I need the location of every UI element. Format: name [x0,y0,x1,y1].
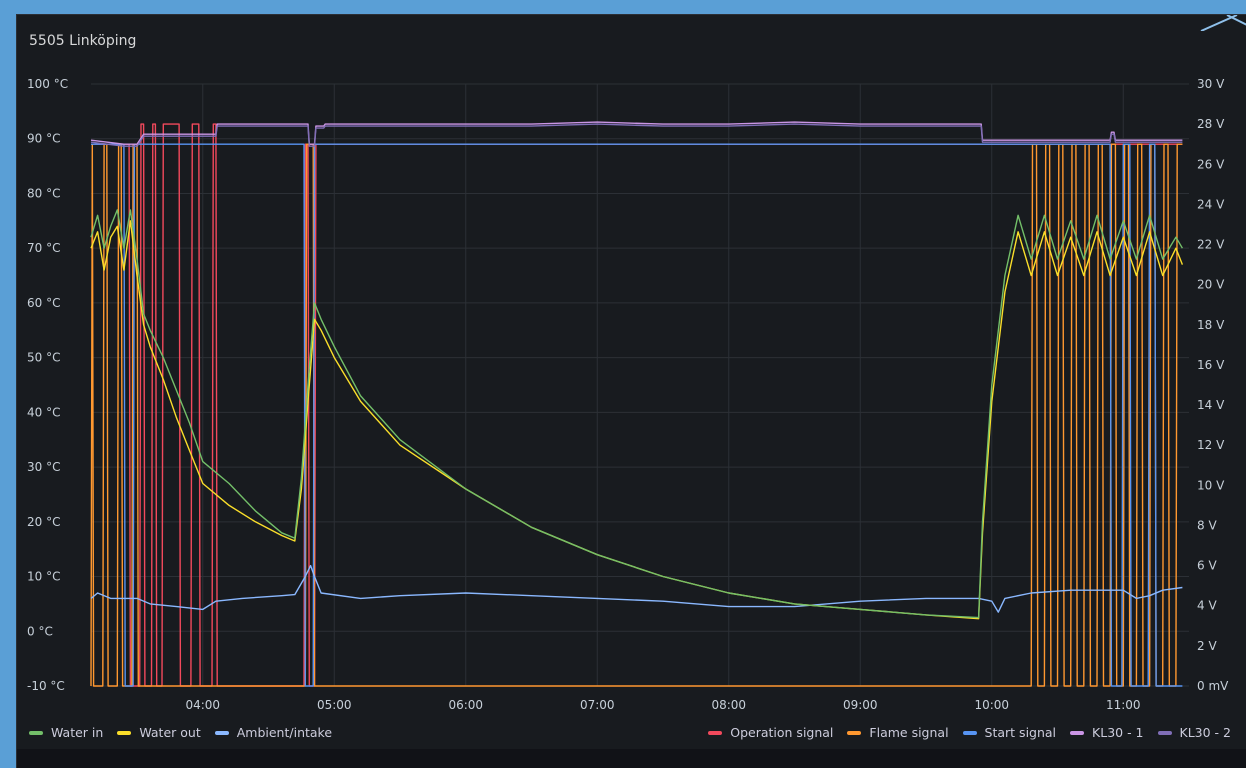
panel-title[interactable]: 5505 Linköping [29,33,137,49]
legend-item-water-out[interactable]: Water out [117,725,201,740]
y-left-tick-label: 40 °C [27,405,60,419]
legend-label: Ambient/intake [236,725,333,740]
panel-footer [17,749,1246,768]
x-tick-label: 09:00 [843,698,878,712]
legend-item-flame-signal[interactable]: Flame signal [847,725,949,740]
y-left-tick-label: 50 °C [27,351,60,365]
legend-label: KL30 - 2 [1179,725,1231,740]
legend-label: Operation signal [730,725,834,740]
legend-swatch [708,730,723,735]
legend-swatch [214,730,229,735]
y-right-tick-label: 8 V [1197,518,1217,532]
x-tick-label: 06:00 [448,698,483,712]
y-right-tick-label: 10 V [1197,478,1225,492]
legend-right-group: Operation signal Flame signal Start signal… [708,725,1245,740]
y-left-tick-label: 80 °C [27,186,60,200]
legend-item-start-signal[interactable]: Start signal [962,725,1057,740]
legend-swatch [29,730,43,735]
y-left-tick-label: -10 °C [27,679,65,693]
legend-label: Start signal [984,725,1057,740]
y-right-tick-label: 12 V [1197,438,1225,452]
y-right-tick-label: 20 V [1197,278,1225,292]
y-right-tick-label: 26 V [1197,157,1225,171]
y-right-tick-label: 4 V [1197,599,1217,613]
legend-label: Water in [51,725,104,740]
x-tick-label: 07:00 [580,698,615,712]
x-tick-label: 11:00 [1106,698,1141,712]
legend-item-kl30-1[interactable]: KL30 - 1 [1070,725,1144,740]
y-right-tick-label: 18 V [1197,318,1225,332]
panel-corner-decoration [1200,15,1246,31]
legend-swatch [1157,730,1172,735]
y-left-tick-label: 60 °C [27,296,60,310]
time-series-chart[interactable]: 100 °C 90 °C 80 °C 70 °C 60 °C 50 °C 40 °C 30 °… [17,15,1246,715]
legend-label: Water out [139,725,201,740]
y-right-tick-label: 6 V [1197,559,1217,573]
y-right-tick-label: 14 V [1197,398,1225,412]
series-line-water-out [90,220,1184,620]
x-tick-label: 10:00 [974,698,1009,712]
series-line-kl30-2 [90,123,1183,147]
legend-label: Flame signal [869,725,949,740]
y-left-tick-label: 10 °C [27,570,60,584]
x-tick-label: 08:00 [711,698,746,712]
legend-item-kl30-2[interactable]: KL30 - 2 [1157,725,1231,740]
y-left-tick-label: 90 °C [27,132,60,146]
legend-swatch [962,730,977,735]
y-left-tick-label: 70 °C [27,241,60,255]
legend-left-group: Water in Water out Ambient/intake [29,725,346,740]
y-left-tick-label: 0 °C [27,624,53,638]
legend-item-water-in[interactable]: Water in [29,725,103,740]
series-line-water-in [90,209,1184,619]
y-right-tick-label: 0 mV [1197,679,1229,693]
series-line-operation-signal [91,123,1183,687]
graph-panel: 5505 Linköping 100 °C 90 °C 80 °C 70 °C 60 °… [16,14,1246,768]
y-left-tick-label: 100 °C [27,77,68,91]
series-line-start-signal [91,143,1183,687]
x-tick-label: 05:00 [317,698,352,712]
legend-item-ambient-intake[interactable]: Ambient/intake [214,725,333,740]
legend-swatch [117,730,132,735]
y-left-tick-label: 20 °C [27,515,60,529]
legend-swatch [847,730,862,735]
legend-item-operation-signal[interactable]: Operation signal [708,725,833,740]
x-tick-label: 04:00 [185,698,220,712]
legend-swatch [1070,730,1085,735]
legend-label: KL30 - 1 [1092,725,1144,740]
y-right-tick-label: 30 V [1197,77,1225,91]
y-right-tick-label: 16 V [1197,358,1225,372]
chart-legend: Water in Water out Ambient/intake Operatio… [17,721,1246,745]
series-line-ambient-intake [90,564,1183,613]
y-left-tick-label: 30 °C [27,460,60,474]
y-right-tick-label: 22 V [1197,238,1225,252]
y-right-tick-label: 24 V [1197,197,1225,211]
y-right-tick-label: 28 V [1197,117,1225,131]
y-right-tick-label: 2 V [1197,639,1217,653]
series-line-flame-signal [90,143,1183,687]
